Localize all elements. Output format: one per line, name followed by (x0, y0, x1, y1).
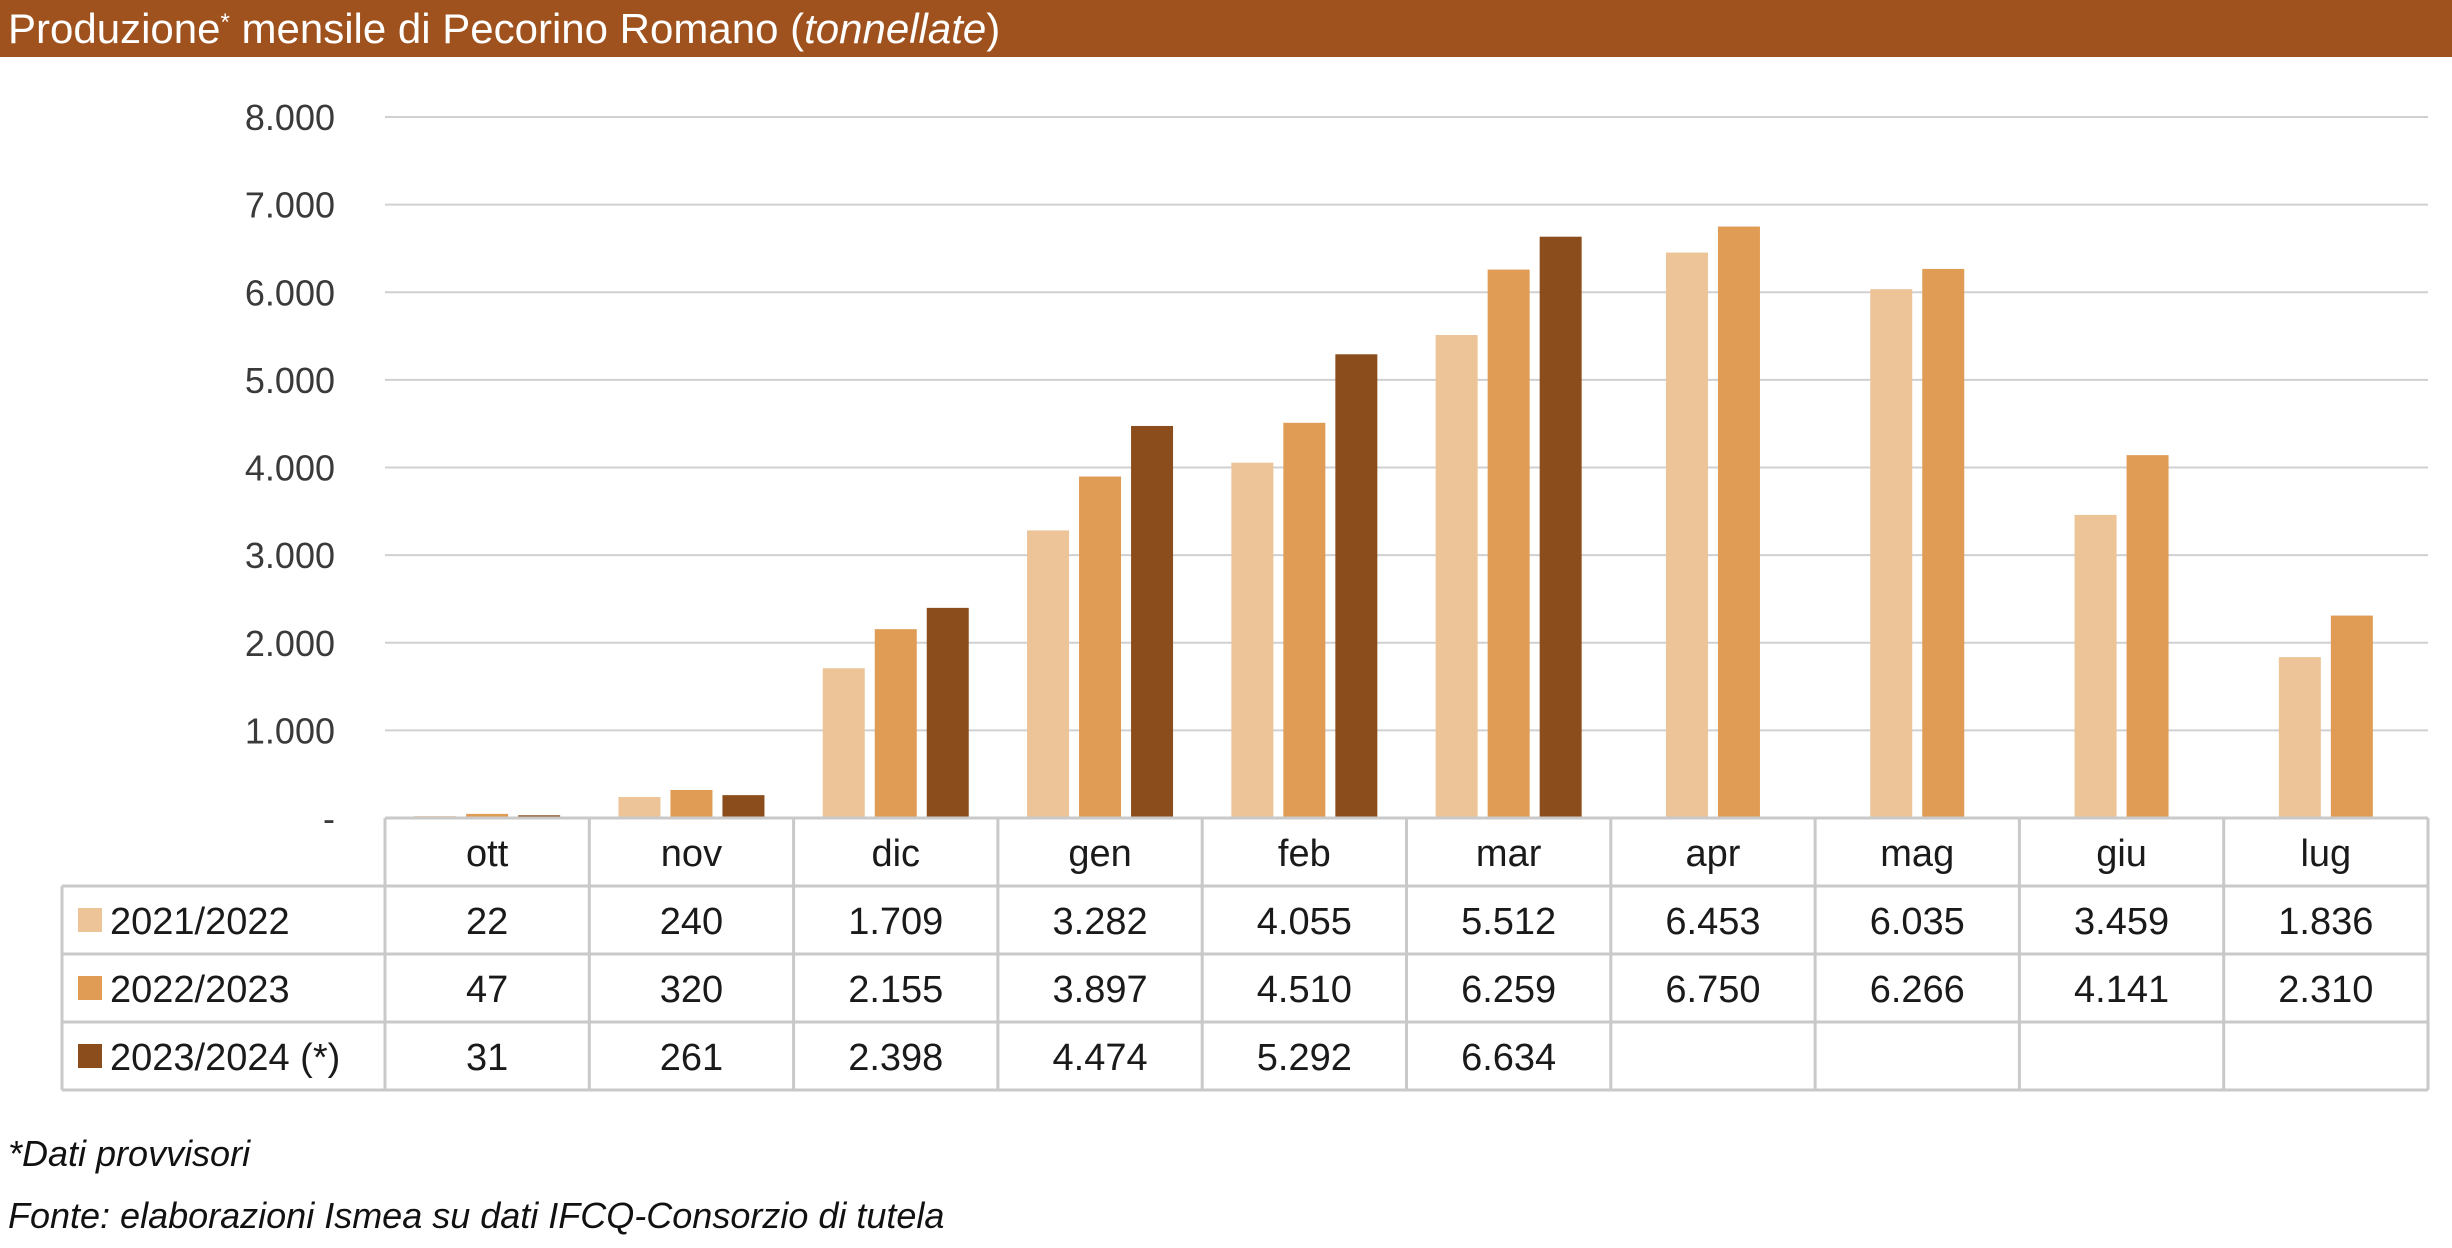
y-tick-label: 3.000 (245, 535, 335, 576)
data-label: 3.459 (2074, 901, 2169, 943)
bar (1435, 335, 1478, 818)
y-tick-label: 1.000 (245, 710, 335, 751)
data-label: 22 (466, 901, 508, 943)
title-main: Produzione (8, 5, 221, 52)
data-label: 4.055 (1257, 901, 1352, 943)
y-tick-label: 6.000 (245, 272, 335, 313)
bar (722, 795, 765, 818)
bar (2074, 514, 2117, 818)
title-asterisk: * (220, 9, 230, 36)
data-label: 3.282 (1053, 901, 1148, 943)
bar (1079, 476, 1122, 818)
legend-swatch (78, 908, 102, 932)
data-label: 240 (660, 901, 723, 943)
y-tick-label: 7.000 (245, 185, 335, 226)
bar (874, 629, 917, 818)
x-tick-label: giu (2096, 833, 2147, 875)
y-tick-label: 8.000 (245, 97, 335, 138)
bar (926, 607, 969, 818)
data-label: 6.035 (1870, 901, 1965, 943)
bar (1539, 236, 1582, 819)
data-label: 261 (660, 1037, 723, 1079)
y-tick-label: 4.000 (245, 448, 335, 489)
bar (822, 668, 865, 818)
legend-label: 2021/2022 (110, 901, 290, 943)
data-label: 320 (660, 969, 723, 1011)
bar (2330, 615, 2373, 818)
title-unit: tonnellate (804, 5, 987, 52)
bar (1231, 462, 1274, 818)
footnote: *Dati provvisori (8, 1133, 251, 1174)
y-tick-label: - (323, 798, 335, 839)
bar (1335, 354, 1378, 818)
bar-chart: - 1.000 2.000 3.000 4.000 5.000 6.000 7.000 8.00… (60, 97, 2430, 1092)
data-label: 6.453 (1665, 901, 1760, 943)
x-tick-label: ott (466, 833, 509, 875)
x-tick-label: apr (1685, 833, 1740, 875)
bar (1922, 268, 1965, 818)
data-label: 5.292 (1257, 1037, 1352, 1079)
data-label: 47 (466, 969, 508, 1011)
legend-label: 2022/2023 (110, 969, 290, 1011)
bar (1027, 530, 1070, 818)
bar (1717, 226, 1760, 818)
legend-swatch (78, 1044, 102, 1068)
bar (1665, 252, 1708, 818)
data-label: 6.266 (1870, 969, 1965, 1011)
data-label: 2.398 (848, 1037, 943, 1079)
x-tick-label: mag (1880, 833, 1954, 875)
bar (670, 789, 713, 818)
bar (1131, 425, 1174, 818)
x-tick-label: gen (1068, 833, 1131, 875)
data-label: 5.512 (1461, 901, 1556, 943)
data-label: 31 (466, 1037, 508, 1079)
data-label: 1.836 (2278, 901, 2373, 943)
title-rest: mensile di Pecorino Romano ( (229, 5, 805, 52)
bar (1283, 422, 1326, 818)
x-tick-label: mar (1476, 833, 1542, 875)
data-label: 4.474 (1053, 1037, 1148, 1079)
data-label: 6.634 (1461, 1037, 1556, 1079)
data-label: 4.510 (1257, 969, 1352, 1011)
data-label: 2.310 (2278, 969, 2373, 1011)
y-tick-label: 5.000 (245, 360, 335, 401)
x-tick-label: dic (871, 833, 920, 875)
bar (1870, 289, 1913, 818)
bar (1487, 269, 1530, 818)
data-label: 4.141 (2074, 969, 2169, 1011)
chart-title: Produzione* mensile di Pecorino Romano (… (0, 0, 2452, 57)
bar (2278, 657, 2321, 818)
x-tick-label: feb (1278, 833, 1331, 875)
y-tick-label: 2.000 (245, 623, 335, 664)
source-note: Fonte: elaborazioni Ismea su dati IFCQ-C… (8, 1195, 945, 1236)
bar (466, 813, 509, 818)
legend-swatch (78, 976, 102, 1000)
bar (2126, 455, 2169, 818)
title-close: ) (986, 5, 1001, 52)
x-tick-label: lug (2300, 833, 2351, 875)
legend-label: 2023/2024 (*) (110, 1037, 340, 1079)
data-label: 2.155 (848, 969, 943, 1011)
x-tick-label: nov (661, 833, 722, 875)
bar (618, 796, 661, 818)
data-label: 6.259 (1461, 969, 1556, 1011)
data-label: 6.750 (1665, 969, 1760, 1011)
data-label: 3.897 (1053, 969, 1148, 1011)
data-label: 1.709 (848, 901, 943, 943)
